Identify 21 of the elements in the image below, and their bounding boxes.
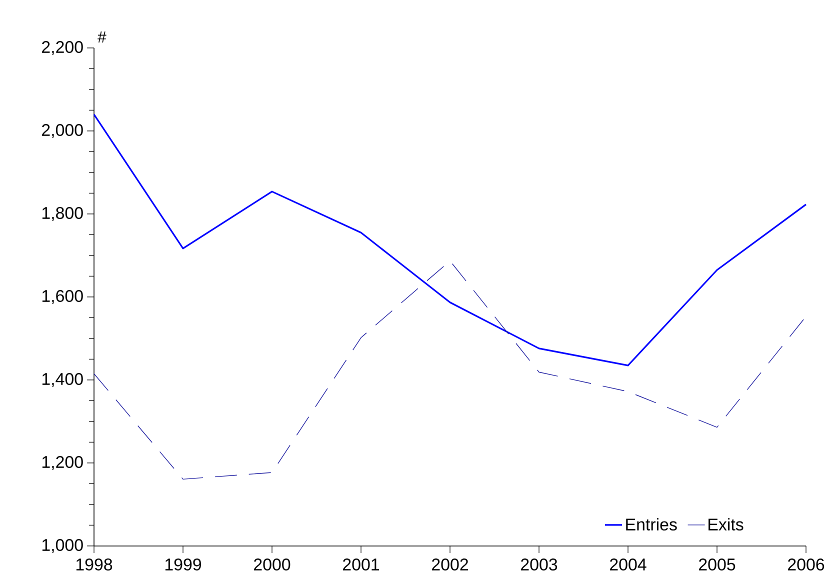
line-series: [94, 260, 806, 480]
y-tick-label: 1,200: [42, 456, 83, 470]
x-tick-label: 2000: [254, 558, 290, 570]
x-tick-label: 2006: [788, 558, 824, 570]
y-tick-label: 1,600: [42, 290, 83, 304]
x-tick-label: 2005: [699, 558, 736, 570]
y-tick-label: 1,000: [42, 538, 83, 553]
x-tick-label: 1998: [76, 558, 112, 570]
line-series: [93, 114, 807, 366]
x-tick-label: 1999: [165, 558, 202, 570]
y-tick-label: 1,400: [42, 372, 83, 387]
x-tick-label: 2004: [610, 558, 646, 570]
y-axis-title: #: [98, 32, 106, 42]
x-tick-label: 2003: [521, 558, 558, 570]
x-tick-label: 2001: [343, 558, 380, 570]
y-tick-label: 2,200: [42, 40, 83, 55]
y-tick-label: 2,000: [42, 124, 83, 138]
legend-label: Entries: [626, 518, 677, 531]
y-tick-label: 1,800: [42, 206, 83, 221]
legend-label: Exits: [708, 518, 744, 531]
x-tick-label: 2002: [432, 558, 468, 570]
